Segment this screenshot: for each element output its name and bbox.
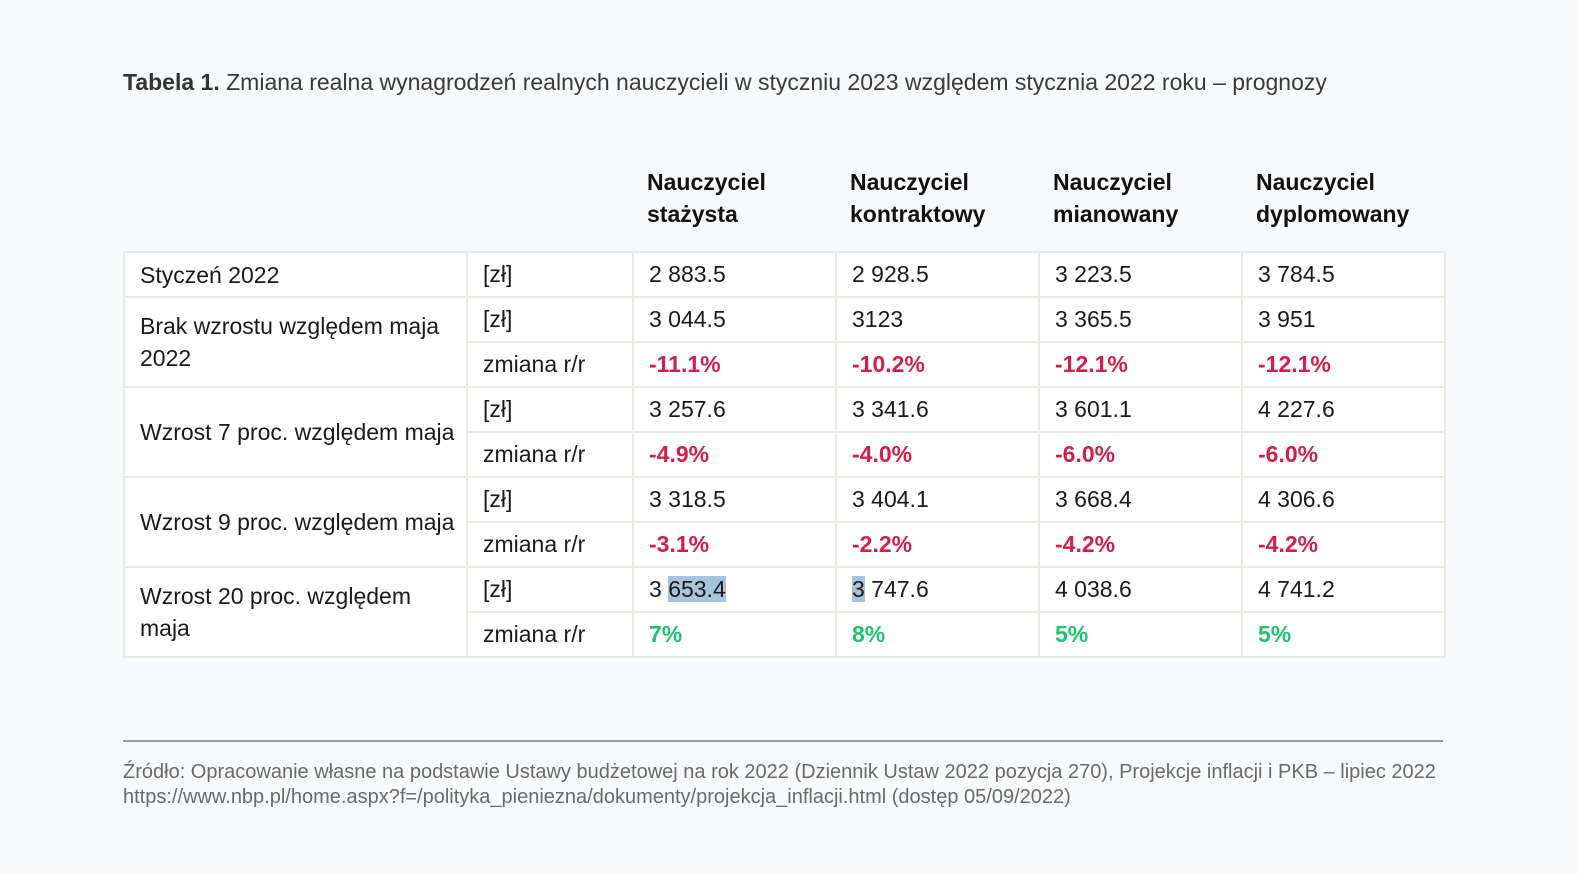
- column-header[interactable]: Nauczyciel stażysta: [647, 169, 766, 227]
- column-header[interactable]: Nauczyciel dyplomowany: [1256, 169, 1410, 227]
- unit-cell[interactable]: zmiana r/r: [466, 521, 634, 568]
- change-cell[interactable]: -6.0%: [1038, 431, 1243, 478]
- value-cell[interactable]: 4 741.2: [1241, 566, 1446, 613]
- unit-cell[interactable]: [zł]: [466, 476, 634, 523]
- change-cell[interactable]: -3.1%: [632, 521, 837, 568]
- caption-lead: Tabela 1.: [123, 69, 220, 95]
- change-cell[interactable]: 5%: [1038, 611, 1243, 658]
- table-row: zmiana r/r -4.9% -4.0% -6.0% -6.0%: [124, 431, 1446, 478]
- change-cell[interactable]: 5%: [1241, 611, 1446, 658]
- change-cell[interactable]: -4.0%: [835, 431, 1040, 478]
- row-group-label[interactable]: Brak wzrostu względem maja 2022: [123, 296, 468, 388]
- table-row: zmiana r/r 7% 8% 5% 5%: [124, 611, 1446, 658]
- unit-cell[interactable]: [zł]: [466, 566, 634, 613]
- table-row: Brak wzrostu względem maja 2022 [zł] 3 044…: [123, 296, 1446, 388]
- value-cell-selected[interactable]: 3 747.6: [835, 566, 1040, 613]
- change-cell[interactable]: -11.1%: [632, 341, 837, 388]
- value-cell[interactable]: 3 601.1: [1038, 386, 1243, 433]
- value-cell[interactable]: 3 257.6: [632, 386, 837, 433]
- change-cell[interactable]: -4.9%: [632, 431, 837, 478]
- row-group-label[interactable]: Wzrost 7 proc. względem maja: [123, 386, 468, 478]
- salary-table-body: Styczeń 2022 [zł] 2 883.5 2 928.5 3 223.5 3 7…: [123, 251, 1446, 658]
- row-group-label[interactable]: Styczeń 2022: [123, 251, 468, 298]
- table-row: Styczeń 2022 [zł] 2 883.5 2 928.5 3 223.5 3 7…: [123, 251, 1446, 298]
- unit-cell[interactable]: zmiana r/r: [466, 611, 634, 658]
- change-cell[interactable]: -4.2%: [1038, 521, 1243, 568]
- unit-cell[interactable]: zmiana r/r: [466, 341, 634, 388]
- caption-text: Zmiana realna wynagrodzeń realnych naucz…: [219, 69, 1327, 95]
- change-cell[interactable]: 7%: [632, 611, 837, 658]
- column-headers: Nauczyciel stażysta Nauczyciel kontrakto…: [632, 166, 1444, 236]
- change-cell[interactable]: -10.2%: [835, 341, 1040, 388]
- change-cell[interactable]: -6.0%: [1241, 431, 1446, 478]
- change-cell[interactable]: 8%: [835, 611, 1040, 658]
- value-cell[interactable]: 3 044.5: [632, 296, 837, 343]
- value-cell[interactable]: 3123: [835, 296, 1040, 343]
- change-cell[interactable]: -2.2%: [835, 521, 1040, 568]
- value-cell[interactable]: 3 951: [1241, 296, 1446, 343]
- value-cell[interactable]: 4 227.6: [1241, 386, 1446, 433]
- value-cell[interactable]: 4 306.6: [1241, 476, 1446, 523]
- unit-cell[interactable]: [zł]: [466, 386, 634, 433]
- unit-cell[interactable]: [zł]: [466, 251, 634, 298]
- row-group-label[interactable]: Wzrost 20 proc. względem maja: [123, 566, 468, 658]
- value-cell[interactable]: 4 038.6: [1038, 566, 1243, 613]
- value-cell[interactable]: 3 668.4: [1038, 476, 1243, 523]
- text-selection-highlight[interactable]: 653.4: [668, 576, 726, 602]
- salary-table: Styczeń 2022 [zł] 2 883.5 2 928.5 3 223.5 3 7…: [123, 251, 1446, 658]
- value-cell[interactable]: 3 784.5: [1241, 251, 1446, 298]
- source-divider: [123, 740, 1443, 742]
- value-cell[interactable]: 2 883.5: [632, 251, 837, 298]
- selection-suffix: 747.6: [864, 576, 929, 602]
- change-cell[interactable]: -12.1%: [1038, 341, 1243, 388]
- table-row: Wzrost 7 proc. względem maja [zł] 3 257.6 3…: [123, 386, 1446, 478]
- value-cell[interactable]: 2 928.5: [835, 251, 1040, 298]
- value-cell[interactable]: 3 318.5: [632, 476, 837, 523]
- value-cell[interactable]: 3 341.6: [835, 386, 1040, 433]
- table-row: zmiana r/r -11.1% -10.2% -12.1% -12.1%: [124, 341, 1446, 388]
- table-caption[interactable]: Tabela 1. Zmiana realna wynagrodzeń real…: [123, 68, 1423, 97]
- text-selection-highlight[interactable]: 3: [852, 576, 865, 602]
- column-header[interactable]: Nauczyciel kontraktowy: [850, 169, 986, 227]
- table-row: zmiana r/r -3.1% -2.2% -4.2% -4.2%: [124, 521, 1446, 568]
- column-header[interactable]: Nauczyciel mianowany: [1053, 169, 1179, 227]
- change-cell[interactable]: -4.2%: [1241, 521, 1446, 568]
- row-group-label[interactable]: Wzrost 9 proc. względem maja: [123, 476, 468, 568]
- unit-cell[interactable]: [zł]: [466, 296, 634, 343]
- table-row: Wzrost 9 proc. względem maja [zł] 3 318.5 3…: [123, 476, 1446, 568]
- source-note[interactable]: Źródło: Opracowanie własne na podstawie …: [123, 761, 1436, 808]
- unit-cell[interactable]: zmiana r/r: [466, 431, 634, 478]
- value-cell[interactable]: 3 404.1: [835, 476, 1040, 523]
- change-cell[interactable]: -12.1%: [1241, 341, 1446, 388]
- value-cell[interactable]: 3 365.5: [1038, 296, 1243, 343]
- table-row: Wzrost 20 proc. względem maja [zł] 3 653.4…: [123, 566, 1446, 658]
- value-cell[interactable]: 3 223.5: [1038, 251, 1243, 298]
- value-cell-selected[interactable]: 3 653.4: [632, 566, 837, 613]
- selection-prefix: 3: [649, 576, 669, 602]
